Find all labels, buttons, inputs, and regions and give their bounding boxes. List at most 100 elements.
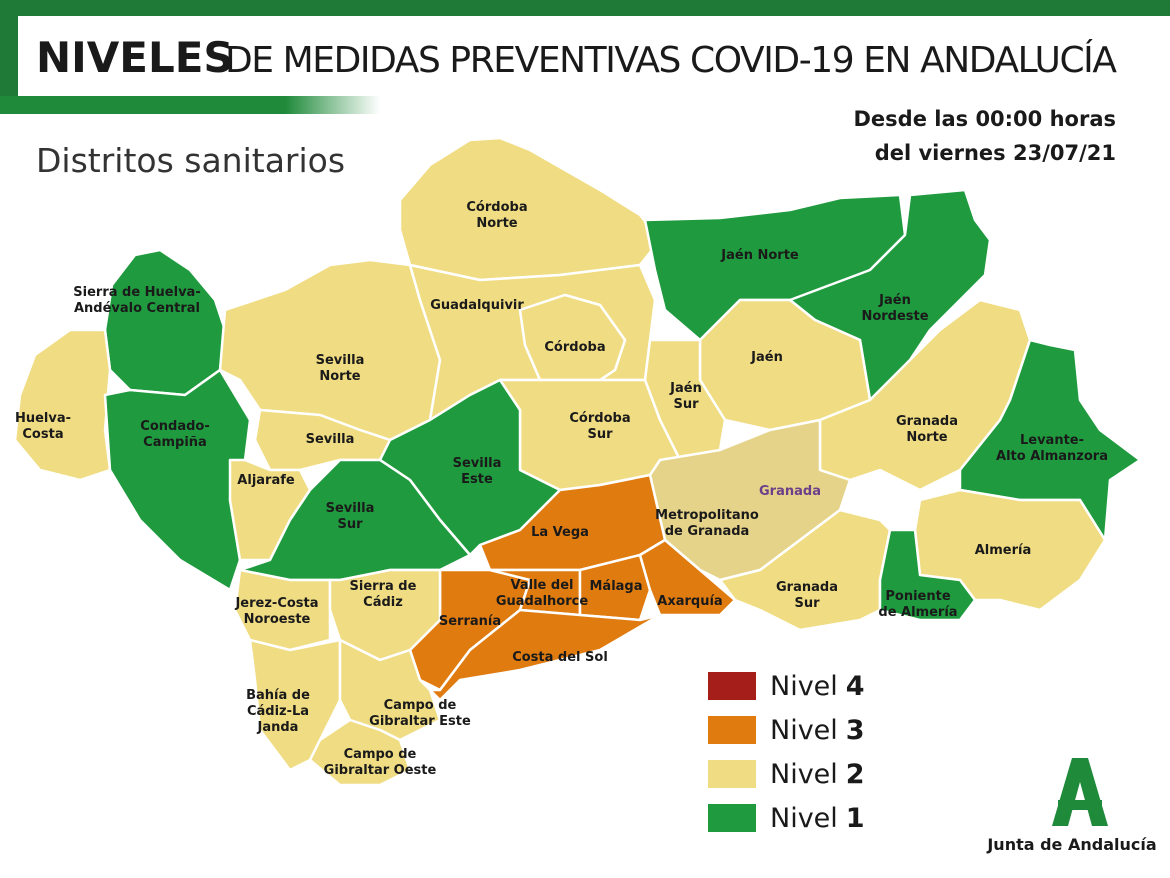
district-label: Axarquía xyxy=(657,594,722,609)
district-area xyxy=(428,608,662,702)
legend-label: Nivel 3 xyxy=(770,715,865,746)
district-label: Campo de xyxy=(344,747,417,762)
district-label: La Vega xyxy=(531,525,589,540)
legend-text: Nivel xyxy=(770,759,838,790)
subtitle: Distritos sanitarios xyxy=(36,141,345,180)
district-label: Jerez-Costa xyxy=(234,596,318,611)
district-label: Sevilla xyxy=(326,501,375,516)
district-label: Poniente xyxy=(885,589,950,604)
district-label: Guadalquivir xyxy=(430,298,524,313)
legend-label: Nivel 4 xyxy=(770,671,865,702)
district-label: Janda xyxy=(257,720,299,735)
district-label: Jaén xyxy=(878,293,911,308)
district-label: Córdoba xyxy=(569,411,630,426)
district-label: Sierra de Huelva- xyxy=(73,285,200,300)
district-label: Nordeste xyxy=(861,309,928,324)
district-label: Campo de xyxy=(384,698,457,713)
district-label: Jaén xyxy=(669,381,702,396)
district-label: Granada xyxy=(896,414,958,429)
title-bold: NIVELES xyxy=(36,33,234,82)
legend-text: Nivel xyxy=(770,803,838,834)
district-label: Metropolitano xyxy=(655,508,759,523)
district-area xyxy=(518,293,627,382)
district-label: Guadalhorce xyxy=(496,594,589,609)
logo-mark xyxy=(1052,758,1108,826)
legend-swatch xyxy=(708,716,756,744)
district-area xyxy=(103,368,252,592)
district-label: Almería xyxy=(975,543,1032,558)
date-line: Desde las 00:00 horas xyxy=(854,107,1117,131)
legend-swatch xyxy=(708,804,756,832)
title-box xyxy=(18,16,1150,96)
district-label: Costa xyxy=(22,427,63,442)
district-label: Jaén Norte xyxy=(720,248,799,263)
district-area xyxy=(13,328,112,482)
legend: Nivel 4 Nivel 3 Nivel 2 Nivel 1 xyxy=(708,671,865,834)
legend-label: Nivel 2 xyxy=(770,759,865,790)
district-area xyxy=(103,248,227,397)
legend-level: 4 xyxy=(846,671,865,702)
top-stripe xyxy=(0,0,1170,16)
district-label: Levante- xyxy=(1020,433,1084,448)
legend-text: Nivel xyxy=(770,671,838,702)
district-label: Noroeste xyxy=(244,612,311,627)
district-label: Córdoba xyxy=(466,200,527,215)
district-label: Sur xyxy=(673,397,699,412)
legend-level: 1 xyxy=(846,803,865,834)
district-label: Costa del Sol xyxy=(512,650,608,665)
district-label: Alto Almanzora xyxy=(996,449,1108,464)
district-area xyxy=(308,718,412,787)
district-label: Campiña xyxy=(143,435,207,450)
legend-label: Nivel 1 xyxy=(770,803,865,834)
district-area xyxy=(398,136,662,282)
logo-text: Junta de Andalucía xyxy=(986,835,1156,854)
district-label: Málaga xyxy=(589,579,642,594)
district-label: Gibraltar Este xyxy=(369,714,471,729)
district-label: Este xyxy=(461,472,493,487)
district-label: Gibraltar Oeste xyxy=(324,763,437,778)
district-label: Condado- xyxy=(140,419,209,434)
district-area xyxy=(218,258,442,442)
district-label: Cádiz-La xyxy=(247,704,309,719)
district-label: Huelva- xyxy=(15,411,71,426)
district-area xyxy=(578,553,652,622)
date-line: del viernes 23/07/21 xyxy=(875,141,1116,165)
district-label: Córdoba xyxy=(544,340,605,355)
district-label: Norte xyxy=(319,369,360,384)
legend-swatch xyxy=(708,672,756,700)
district-area xyxy=(878,528,977,622)
legend-text: Nivel xyxy=(770,715,838,746)
district-label: Sur xyxy=(587,427,613,442)
map xyxy=(13,136,1142,787)
district-label: Bahía de xyxy=(246,688,310,703)
legend-level: 2 xyxy=(846,759,865,790)
logo xyxy=(1052,758,1108,826)
district-label: Sur xyxy=(794,596,820,611)
title: DE MEDIDAS PREVENTIVAS COVID-19 EN ANDAL… xyxy=(225,39,1117,81)
district-label: Sevilla xyxy=(306,432,355,447)
district-area xyxy=(338,638,442,742)
header-gradient xyxy=(0,96,380,114)
district-label: Sierra de xyxy=(350,579,417,594)
district-label: Norte xyxy=(476,216,517,231)
district-label: Cádiz xyxy=(363,595,403,610)
district-label: Serranía xyxy=(439,614,501,629)
legend-swatch xyxy=(708,760,756,788)
district-area xyxy=(233,568,332,652)
left-bar xyxy=(0,0,18,112)
district-label: Norte xyxy=(906,430,947,445)
district-label: de Granada xyxy=(665,524,750,539)
district-area xyxy=(638,538,737,617)
district-label: Sevilla xyxy=(316,353,365,368)
district-label: de Almería xyxy=(878,605,957,620)
city-label: Granada xyxy=(759,484,821,499)
district-label: Jaén xyxy=(750,350,783,365)
district-label: Sur xyxy=(337,517,363,532)
logo-bar xyxy=(1058,800,1102,810)
district-label: Andévalo Central xyxy=(74,301,200,316)
district-area xyxy=(328,568,442,662)
district-label: Valle del xyxy=(511,578,574,593)
district-label: Aljarafe xyxy=(237,473,295,488)
